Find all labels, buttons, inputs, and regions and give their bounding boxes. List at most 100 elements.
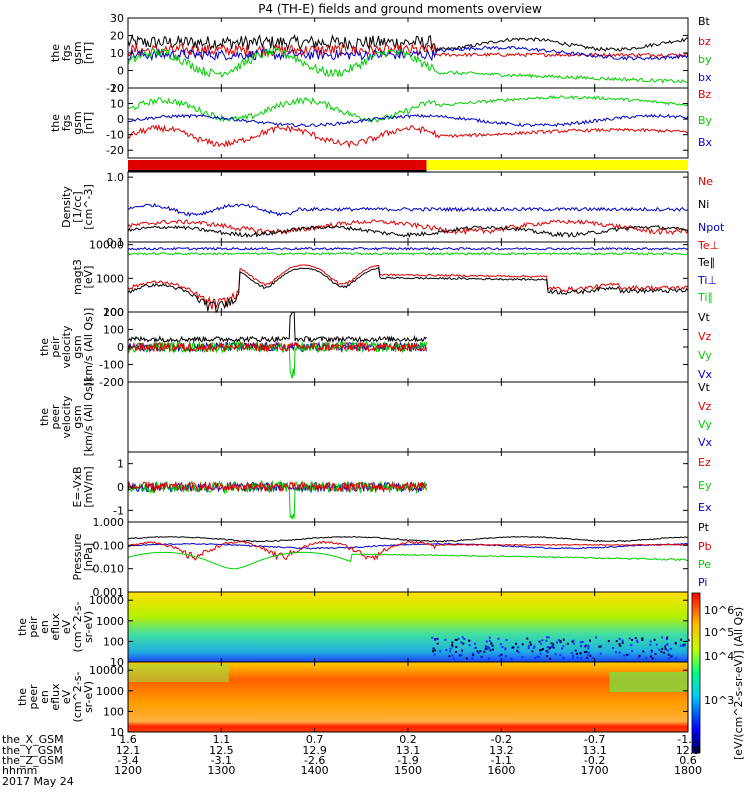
ion-noise-pixel xyxy=(490,642,493,645)
y-axis-label: gsm xyxy=(71,335,84,358)
ion-noise-pixel xyxy=(445,649,448,651)
ion-noise-pixel xyxy=(546,636,549,639)
ion-noise-pixel xyxy=(562,638,565,641)
y-axis-label: eV xyxy=(60,619,73,634)
ion-noise-pixel xyxy=(451,645,454,648)
ion-noise-pixel xyxy=(595,636,598,639)
y-axis-label: [nPa] xyxy=(82,543,95,571)
legend-entry: Vz xyxy=(698,330,712,343)
ion-noise-pixel xyxy=(533,645,536,648)
ion-noise-pixel xyxy=(587,651,590,654)
y-tick-label: 1000 xyxy=(96,272,124,285)
ion-noise-pixel xyxy=(451,644,454,647)
y-tick-label: 10 xyxy=(110,47,124,60)
y-axis-label: peir xyxy=(49,336,62,358)
ion-noise-pixel xyxy=(530,643,532,646)
y-axis-label: [mV/m] xyxy=(82,466,95,507)
ion-noise-pixel xyxy=(630,644,633,647)
footer-value: 13.1 xyxy=(582,744,607,757)
electron-green-region xyxy=(128,664,229,682)
colorbar-tick: 10^3 xyxy=(704,694,734,707)
series-Vy xyxy=(127,340,427,379)
ion-noise-pixel xyxy=(585,650,588,653)
y-axis-label: gsm xyxy=(71,41,84,64)
ion-noise-pixel xyxy=(642,650,645,653)
ion-noise-pixel xyxy=(538,640,541,643)
ion-noise-pixel xyxy=(554,653,557,656)
y-tick-label: 10000 xyxy=(89,594,124,607)
ion-noise-pixel xyxy=(586,654,589,657)
ion-noise-pixel xyxy=(501,645,504,648)
ion-noise-pixel xyxy=(432,647,435,650)
ion-noise-pixel xyxy=(491,644,494,647)
y-axis-label: the xyxy=(16,688,29,706)
y-axis-label: velocity xyxy=(60,325,73,368)
series-Ni xyxy=(127,225,689,238)
series-Pb xyxy=(127,540,689,561)
ion-noise-pixel xyxy=(465,657,468,660)
ion-noise-pixel xyxy=(444,638,447,641)
legend-entry: Te⊥ xyxy=(697,239,719,252)
legend-entry: Vz xyxy=(698,400,712,413)
y-axis-label: sr-eV) xyxy=(82,681,95,713)
ion-noise-pixel xyxy=(435,638,437,641)
footer-value: 1200 xyxy=(114,764,142,777)
ion-noise-pixel xyxy=(455,646,458,648)
ion-noise-pixel xyxy=(666,643,669,646)
ion-noise-pixel xyxy=(477,651,480,654)
series-Pt xyxy=(127,535,688,543)
footer-value: 1500 xyxy=(394,764,422,777)
ion-noise-pixel xyxy=(589,639,591,642)
footer-value: -3.4 xyxy=(117,754,138,767)
legend-entry: Npot xyxy=(698,221,725,234)
ion-noise-pixel xyxy=(449,650,451,653)
y-axis-label: Density xyxy=(60,186,73,228)
footer-value: -1.1 xyxy=(677,733,698,746)
ion-noise-pixel xyxy=(436,642,439,645)
ion-noise-pixel xyxy=(510,657,513,660)
series-Vt xyxy=(127,311,427,344)
y-tick-label: 0.010 xyxy=(93,563,125,576)
ion-noise-pixel xyxy=(486,648,489,651)
ion-noise-pixel xyxy=(628,637,631,640)
footer-value: 12.5 xyxy=(209,744,234,757)
series-Npot xyxy=(127,202,689,218)
ion-noise-pixel xyxy=(680,638,683,641)
y-tick-label: 100 xyxy=(103,635,124,648)
y-axis-label: E=-VxB xyxy=(71,466,84,507)
legend-entry: Te∥ xyxy=(697,256,715,269)
ion-noise-pixel xyxy=(623,654,626,657)
ion-noise-pixel xyxy=(658,648,661,651)
ion-noise-pixel xyxy=(654,653,657,655)
footer: the_X_GSM 1.6 1.1 0.7 0.2 -0.2 -0.7 -1.1 the_Y_G… xyxy=(2,733,702,788)
series-Te-perp xyxy=(127,264,689,310)
y-axis-label: the xyxy=(49,114,62,132)
y-tick-label: 100 xyxy=(103,705,124,718)
ion-noise-pixel xyxy=(636,640,639,643)
y-axis-label: [km/s (All Qs)] xyxy=(82,378,95,457)
ion-noise-pixel xyxy=(669,647,672,650)
footer-value: -0.2 xyxy=(584,754,605,767)
ion-noise-pixel xyxy=(545,639,548,642)
ion-noise-pixel xyxy=(641,637,644,640)
ion-noise-pixel xyxy=(471,657,474,660)
series-By xyxy=(127,95,689,124)
ion-noise-pixel xyxy=(576,652,579,655)
ion-noise-pixel xyxy=(517,651,520,654)
y-tick-label: 0.100 xyxy=(93,539,125,552)
ion-noise-pixel xyxy=(436,637,439,640)
ion-noise-pixel xyxy=(667,657,670,660)
y-axis-label: (cm^2-s- xyxy=(71,672,84,723)
ion-noise-pixel xyxy=(621,639,624,642)
footer-value: 13.2 xyxy=(489,744,514,757)
ion-noise-pixel xyxy=(649,655,652,658)
y-tick-label: 100 xyxy=(103,324,124,337)
ion-noise-pixel xyxy=(476,650,479,653)
ion-noise-pixel xyxy=(645,657,648,660)
ion-noise-pixel xyxy=(527,645,530,647)
ion-noise-pixel xyxy=(555,641,558,644)
y-tick-label: -1 xyxy=(113,504,124,517)
legend-entry: by xyxy=(698,53,712,66)
y-axis-label: eV xyxy=(60,689,73,704)
ion-noise-pixel xyxy=(661,647,664,650)
